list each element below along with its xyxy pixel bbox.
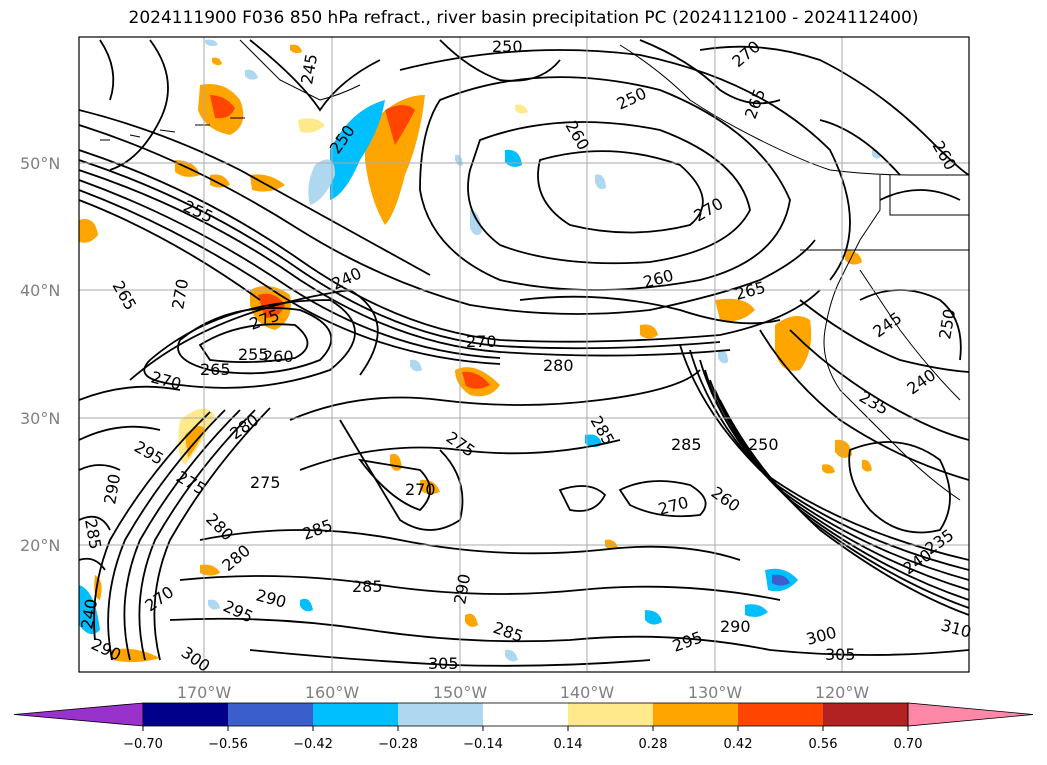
colorbar-segment (143, 703, 228, 726)
contour-label: 275 (250, 473, 281, 492)
colorbar-tick-label: −0.70 (123, 737, 163, 752)
contour-label: 265 (200, 360, 231, 379)
contour-label: 255 (238, 345, 269, 364)
contour-label: 285 (352, 577, 383, 596)
colorbar-tick-label: 0.56 (809, 737, 838, 752)
longitude-labels: 170°W 160°W 150°W 140°W 130°W 120°W (177, 683, 870, 702)
map-gridlines (79, 37, 969, 672)
colorbar-segment (738, 703, 823, 726)
plot-area (79, 37, 969, 672)
colorbar-extend-min (13, 702, 144, 727)
colorbar-tick-label: 0.28 (639, 737, 668, 752)
colorbar-segment (483, 703, 568, 726)
precipitation-shading (79, 39, 880, 663)
lon-label: 120°W (815, 683, 870, 702)
colorbar-tick-label: 0.14 (554, 737, 583, 752)
colorbar-tick-label: −0.28 (378, 737, 418, 752)
contour-label: 305 (428, 654, 459, 673)
lon-label: 130°W (688, 683, 743, 702)
colorbar-segment (568, 703, 653, 726)
coastlines (100, 39, 969, 501)
lon-label: 160°W (305, 683, 360, 702)
lat-label: 50°N (20, 154, 60, 173)
contour-label: 305 (825, 645, 856, 664)
contour-label: 270 (405, 480, 436, 499)
refractivity-contours (79, 39, 969, 667)
colorbar-tick-label: −0.42 (293, 737, 333, 752)
map-title: 2024111900 F036 850 hPa refract., river … (128, 8, 919, 28)
lat-label: 40°N (20, 281, 60, 300)
latitude-labels: 50°N 40°N 30°N 20°N (20, 154, 60, 555)
colorbar-segment (313, 703, 398, 726)
contour-label: 290 (720, 617, 751, 636)
contour-label: 250 (748, 435, 779, 454)
contour-label: 285 (671, 435, 702, 454)
colorbar-segment (398, 703, 483, 726)
lon-label: 170°W (177, 683, 232, 702)
colorbar: −0.70 −0.56 −0.42 −0.28 −0.14 0.14 0.28 0.42 0.5… (13, 702, 1034, 752)
colorbar-segment (823, 703, 908, 726)
lon-label: 150°W (433, 683, 488, 702)
colorbar-outline (142, 702, 909, 727)
contour-label: 260 (263, 347, 294, 366)
colorbar-tick-label: −0.14 (463, 737, 503, 752)
lat-label: 30°N (20, 409, 60, 428)
lon-label: 140°W (560, 683, 615, 702)
contour-label: 280 (543, 356, 574, 375)
colorbar-segment (653, 703, 738, 726)
colorbar-tick-label: −0.56 (208, 737, 248, 752)
plot-frame (78, 36, 970, 673)
colorbar-segment (228, 703, 313, 726)
colorbar-tick-label: 0.70 (894, 737, 923, 752)
contour-label: 250 (492, 37, 523, 56)
contour-label: 270 (466, 332, 497, 351)
colorbar-tick-label: 0.42 (724, 737, 753, 752)
lat-label: 20°N (20, 536, 60, 555)
colorbar-extend-max (907, 702, 1034, 727)
